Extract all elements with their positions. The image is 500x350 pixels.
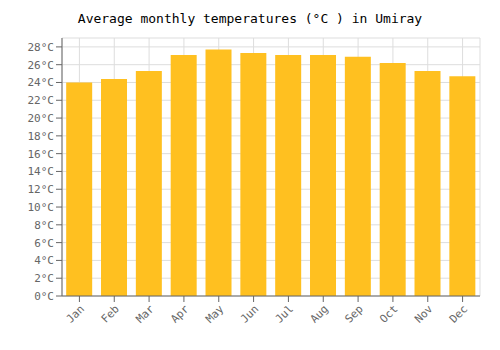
svg-text:Nov: Nov bbox=[412, 302, 436, 326]
svg-text:26°C: 26°C bbox=[28, 59, 55, 72]
svg-text:Oct: Oct bbox=[377, 302, 400, 325]
svg-text:12°C: 12°C bbox=[28, 183, 55, 196]
svg-text:Jan: Jan bbox=[64, 302, 87, 325]
svg-text:10°C: 10°C bbox=[28, 201, 55, 214]
svg-text:2°C: 2°C bbox=[34, 272, 54, 285]
svg-text:Dec: Dec bbox=[447, 302, 470, 325]
html-text:Average monthly temperatures (: Average monthly temperatures (°C ) in Um… bbox=[77, 11, 423, 26]
svg-text:4°C: 4°C bbox=[34, 254, 54, 267]
svg-text:Jul: Jul bbox=[273, 302, 296, 325]
svg-text:20°C: 20°C bbox=[28, 112, 55, 125]
svg-text:16°C: 16°C bbox=[28, 148, 55, 161]
svg-text:18°C: 18°C bbox=[28, 130, 55, 143]
svg-text:28°C: 28°C bbox=[28, 41, 55, 54]
svg-text:Apr: Apr bbox=[168, 302, 192, 326]
svg-text:6°C: 6°C bbox=[34, 237, 54, 250]
svg-text:24°C: 24°C bbox=[28, 76, 55, 89]
svg-text:8°C: 8°C bbox=[34, 219, 54, 232]
svg-text:Feb: Feb bbox=[99, 302, 122, 325]
svg-text:Aug: Aug bbox=[308, 302, 331, 325]
svg-text:Jun: Jun bbox=[238, 302, 261, 325]
svg-text:May: May bbox=[203, 302, 227, 326]
svg-text:Mar: Mar bbox=[133, 302, 157, 326]
svg-text:Sep: Sep bbox=[342, 302, 365, 325]
svg-text:14°C: 14°C bbox=[28, 165, 55, 178]
svg-text:22°C: 22°C bbox=[28, 94, 55, 107]
svg-text:0°C: 0°C bbox=[34, 290, 54, 303]
